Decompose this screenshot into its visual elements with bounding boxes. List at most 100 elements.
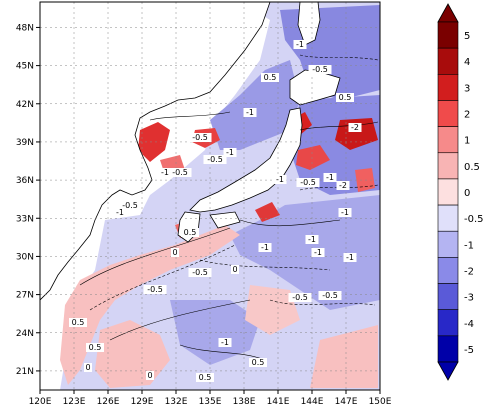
contour-label: -1: [326, 173, 334, 182]
contour-label: -0.5: [207, 155, 223, 164]
lat-tick-label: 39N: [16, 138, 34, 148]
contour-label-bg: [336, 93, 354, 102]
lat-tick-label: 33N: [16, 214, 34, 224]
positive-region-southeast: [310, 325, 378, 388]
colorbar-segment: [437, 47, 459, 75]
contour-label: -0.5: [122, 201, 138, 210]
contour-label: -1: [246, 108, 254, 117]
contour-label: -0.5: [147, 285, 163, 294]
lat-tick-label: 42N: [16, 100, 34, 110]
lon-tick-label: 123E: [63, 397, 86, 407]
contour-label-bg: [223, 148, 237, 157]
contour-label: -0.5: [192, 133, 208, 142]
contour-label: -1: [161, 168, 169, 177]
hotspot-korea-east: [138, 122, 170, 162]
colorbar-label: -0.5: [464, 214, 484, 225]
contour-label-bg: [273, 175, 287, 184]
contour-label: -1: [314, 248, 322, 257]
contour-label-bg: [336, 181, 350, 190]
contour-label-bg: [308, 65, 332, 74]
colorbar-max-arrow: [437, 3, 459, 23]
contour-label: -2: [339, 181, 347, 190]
colorbar-label: 2: [464, 110, 470, 121]
hotspot-shikoku: [255, 202, 280, 222]
asia-mainland: [40, 2, 271, 301]
contour-label: 0: [147, 371, 152, 380]
lat-tick-label: 45N: [16, 62, 34, 72]
contour-label-bg: [171, 248, 179, 257]
contour-label-bg: [203, 155, 227, 164]
contour-label: -1: [296, 40, 304, 49]
lat-tick-label: 48N: [16, 23, 34, 33]
sakhalin: [297, 2, 321, 46]
contour-label: -1: [116, 208, 124, 217]
negative-region-south: [170, 300, 260, 365]
contour-label-bg: [343, 253, 357, 262]
contour-label: 0.5: [72, 318, 85, 327]
lat-tick-label: 24N: [16, 329, 34, 339]
colorbar-label: 0: [464, 188, 470, 199]
colorbar-segment: [437, 257, 459, 284]
contour-label: 0: [172, 248, 177, 257]
contour-label-bg: [196, 373, 214, 382]
contour-label-bg: [168, 168, 192, 177]
lon-tick-label: 138E: [233, 397, 256, 407]
contour-label-bg: [293, 40, 307, 49]
lon-tick-label: 150E: [369, 397, 392, 407]
lon-tick-label: 126E: [97, 397, 120, 407]
contour-label: -1: [226, 148, 234, 157]
contour-label: -0.5: [322, 291, 338, 300]
colorbar-segment: [437, 74, 459, 101]
lon-tick-label: 144E: [301, 397, 324, 407]
contour-label-bg: [258, 243, 272, 252]
contour-label: 0.5: [264, 73, 277, 82]
contour-label-bg: [118, 201, 142, 210]
contour-label: -0.5: [312, 65, 328, 74]
hotspot-kanto: [296, 145, 330, 170]
contour-label: 0.5: [252, 358, 265, 367]
positive-region-central: [245, 285, 300, 335]
colorbar-label: -2: [464, 266, 474, 277]
contour-label: -1: [346, 253, 354, 262]
shikoku: [209, 211, 241, 229]
contour-label: -2: [351, 123, 359, 132]
lat-tick-label: 21N: [16, 367, 34, 377]
colorbar: 5 4 3 2 1 0.5 0 -0.5 -1 -2 -3 -4 -5: [437, 3, 484, 381]
latitude-axis: 21N 24N 27N 30N 33N 36N 39N 42N 45N 48N: [16, 23, 40, 377]
lon-tick-label: 141E: [267, 397, 290, 407]
contour-label-bg: [243, 108, 257, 117]
colorbar-segment: [437, 335, 459, 363]
lat-tick-label: 30N: [16, 252, 34, 262]
contour-label: -0.5: [172, 168, 188, 177]
lon-tick-label: 132E: [165, 397, 188, 407]
colorbar-label: 1: [464, 136, 470, 147]
contour-label: 0.5: [184, 228, 197, 237]
colorbar-segment: [437, 230, 459, 258]
contour-label-bg: [146, 371, 154, 380]
japan-sea-negative: [210, 60, 300, 150]
contour-lines: [79, 54, 379, 361]
contour-label: 0.5: [199, 373, 212, 382]
colorbar-label: 3: [464, 83, 470, 94]
contour-label-bg: [348, 123, 362, 132]
contour-label-bg: [218, 338, 232, 347]
contour-label-bg: [338, 208, 352, 217]
contour-label-bg: [311, 248, 325, 257]
lon-tick-label: 129E: [131, 397, 154, 407]
contour-label-bg: [188, 133, 212, 142]
contour-label: 0: [232, 265, 237, 274]
colorbar-label: -5: [464, 345, 474, 356]
negative-region-east: [230, 195, 380, 310]
colorbar-label: -1: [464, 240, 474, 251]
contour-label-bg: [158, 168, 172, 177]
colorbar-label: -3: [464, 293, 474, 304]
colorbar-segment: [437, 152, 459, 180]
colorbar-label: 4: [464, 57, 470, 68]
longitude-axis: 120E 123E 126E 129E 132E 135E 138E 141E 144E 147E…: [29, 390, 392, 407]
colorbar-label: -4: [464, 319, 474, 330]
contour-label-bg: [143, 285, 167, 294]
contour-label: -1: [276, 175, 284, 184]
contour-label-bg: [318, 291, 342, 300]
contour-label-bg: [261, 73, 279, 82]
